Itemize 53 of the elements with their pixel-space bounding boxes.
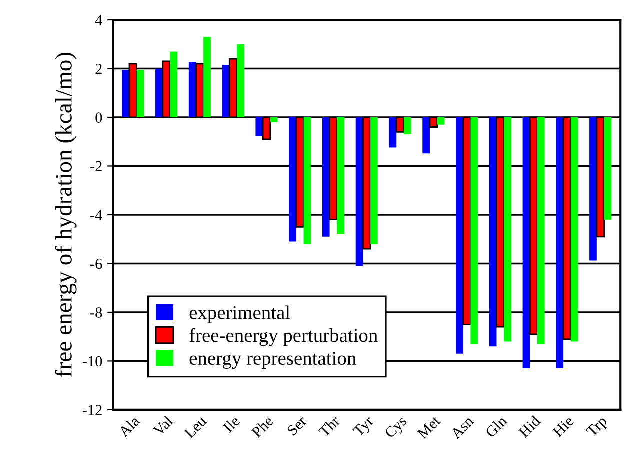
bar [304,118,312,244]
bar [470,118,478,344]
x-tick-label: Tyr [352,415,377,440]
y-tick-label: 0 [96,112,102,123]
x-tick-label: Gln [484,414,508,438]
y-tick-label: 4 [95,15,102,26]
legend-label: free-energy perturbation [190,328,378,346]
bar [456,118,464,354]
bar [389,118,397,148]
x-tick-label: Val [152,415,174,437]
x-tick-label: Ser [286,415,308,436]
bar [122,70,130,118]
x-tick-label: Trp [586,416,610,440]
bar [204,37,211,118]
y-tick-label: -4 [90,210,102,220]
x-tick-label: Thr [318,414,341,438]
y-tick-label: -12 [82,405,102,416]
bar [289,118,296,242]
bar [570,118,578,342]
x-tick-label: Hie [552,416,574,438]
x-tick-label: Phe [250,415,274,438]
bar [556,118,564,369]
x-tick-label: Met [416,415,442,440]
y-tick-label: 2 [96,64,102,74]
legend-label: energy representation [190,352,356,370]
x-tick-label: Leu [184,415,208,439]
y-tick-label: -2 [90,161,102,172]
x-tick-label: Cys [384,416,410,441]
bar [270,118,278,122]
bar [136,70,144,118]
y-tick-label: -6 [90,258,102,270]
bar [256,118,264,136]
bar [504,118,512,342]
bar [590,118,597,261]
y-tick-label: -8 [90,308,102,318]
bar [236,44,244,118]
y-tick-label: -10 [82,356,102,367]
bar [170,52,178,118]
bar [489,118,497,347]
bar [422,118,430,154]
bar [370,118,378,244]
bar [404,118,412,135]
x-tick-label: Asn [450,415,474,440]
bar [537,118,545,344]
bar [604,118,612,220]
bar [322,118,330,237]
legend-label: experimental [190,306,290,324]
bar [437,118,445,125]
x-tick-label: Ile [222,415,241,434]
x-tick-label: Hid [518,414,542,438]
bar [337,118,345,234]
y-axis-title: free energy of hydration (kcal/mo) [55,52,77,378]
x-tick-label: Ala [118,414,141,438]
